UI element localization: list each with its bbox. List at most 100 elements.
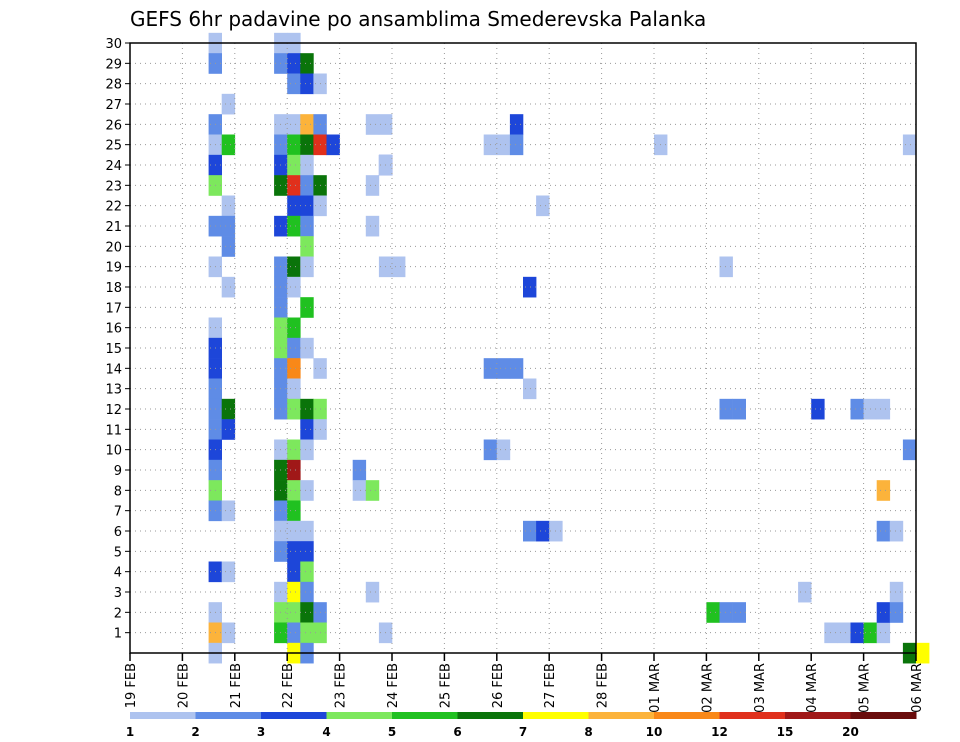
heatmap-cell — [300, 398, 314, 420]
colorbar-swatch — [392, 712, 458, 719]
heatmap-cell — [719, 602, 733, 623]
x-axis: 19 FEB 20 FEB 21 FEB 22 FEB 23 FEB 24 FEB 25 F… — [124, 653, 925, 713]
x-tick-label: 03 MAR — [753, 663, 768, 713]
heatmap-cell — [300, 154, 314, 176]
colorbar-swatch — [261, 712, 327, 719]
heatmap-cell — [496, 134, 511, 156]
heatmap-cell — [287, 73, 301, 95]
colorbar-swatch — [588, 712, 655, 719]
heatmap-cell — [365, 480, 380, 501]
y-tick-label: 12 — [105, 403, 122, 418]
colorbar-label: 15 — [777, 725, 794, 739]
heatmap-cell — [850, 622, 864, 644]
y-tick-label: 16 — [105, 322, 122, 337]
heatmap-cell — [509, 114, 524, 135]
colorbar-label: 1 — [126, 725, 134, 739]
y-tick-label: 18 — [105, 281, 122, 296]
colorbar-label: 7 — [519, 725, 527, 739]
x-tick-label: 01 MAR — [648, 663, 663, 713]
y-tick-label: 2 — [114, 606, 122, 621]
x-tick-label: 22 FEB — [281, 663, 296, 708]
y-tick-label: 6 — [114, 525, 122, 540]
heatmap-cell — [287, 480, 301, 501]
y-tick-label: 28 — [105, 78, 122, 93]
heatmap-cell — [365, 175, 380, 196]
heatmap-cell — [876, 480, 891, 501]
y-tick-label: 10 — [105, 444, 122, 459]
colorbar-label: 3 — [257, 725, 265, 739]
heatmap-cell — [916, 642, 930, 664]
heatmap-cell — [536, 520, 550, 542]
heatmap-cell — [300, 561, 314, 583]
heatmap-cell — [287, 134, 301, 156]
heatmap-cell — [850, 398, 864, 420]
x-tick-label: 05 MAR — [858, 663, 873, 713]
x-tick-label: 02 MAR — [700, 663, 715, 713]
y-tick-label: 24 — [105, 159, 122, 174]
heatmap-cell — [509, 134, 524, 156]
heatmap-cell — [287, 215, 301, 237]
heatmap-cell — [889, 602, 904, 623]
heatmap-cell — [876, 520, 891, 542]
heatmap-cell — [536, 195, 550, 217]
colorbar-swatch — [130, 712, 196, 719]
heatmap-cell — [300, 480, 314, 501]
heatmap-cell — [902, 134, 917, 156]
x-tick-label: 06 MAR — [910, 663, 925, 713]
colorbar-swatch — [654, 712, 720, 719]
x-tick-label: 19 FEB — [124, 663, 139, 708]
heatmap-cell — [287, 500, 301, 522]
heatmap-cell — [523, 520, 537, 542]
y-tick-label: 20 — [105, 240, 122, 255]
colorbar-swatch — [523, 712, 589, 719]
heatmap-cell — [300, 53, 314, 74]
colorbar-swatch — [719, 712, 786, 719]
heatmap-cell — [287, 358, 301, 379]
heatmap-cell — [876, 398, 891, 420]
heatmap-cell — [287, 602, 301, 623]
colorbar-label: 8 — [584, 725, 592, 739]
colorbar-label: 2 — [191, 725, 199, 739]
heatmap-cell — [798, 581, 812, 603]
y-tick-label: 13 — [105, 383, 122, 398]
colorbar-swatch — [850, 712, 917, 719]
heatmap-cell — [300, 195, 314, 217]
heatmap-cell — [221, 276, 236, 298]
heatmap-cell — [287, 154, 301, 176]
y-tick-label: 27 — [105, 98, 122, 113]
heatmap-cell — [300, 134, 314, 156]
heatmap-cell — [287, 520, 301, 542]
x-tick-label: 04 MAR — [805, 663, 820, 713]
y-tick-label: 11 — [105, 423, 122, 438]
y-tick-label: 14 — [105, 362, 122, 377]
heatmap-cell — [287, 459, 301, 481]
heatmap-cell — [300, 541, 314, 562]
colorbar-swatch — [785, 712, 851, 719]
heatmap-cell — [221, 134, 236, 156]
cells-layer — [208, 32, 930, 664]
heatmap-cell — [221, 419, 236, 440]
heatmap-cell — [287, 561, 301, 583]
heatmap-cell — [287, 439, 301, 461]
heatmap-cell — [287, 541, 301, 562]
heatmap-cell — [365, 215, 380, 237]
x-tick-label: 26 FEB — [491, 663, 506, 708]
heatmap-cell — [221, 93, 236, 115]
heatmap-cell — [719, 398, 733, 420]
heatmap-cell — [300, 215, 314, 237]
chart-title: GEFS 6hr padavine po ansamblima Smederev… — [130, 7, 706, 31]
heatmap-cell — [300, 581, 314, 603]
heatmap-cell — [287, 581, 301, 603]
heatmap-cell — [902, 439, 917, 461]
heatmap-cell — [300, 337, 314, 359]
y-tick-label: 25 — [105, 139, 122, 154]
heatmap-cell — [300, 622, 314, 644]
heatmap-cell — [300, 236, 314, 257]
heatmap-cell — [221, 500, 236, 522]
y-axis: 1234567891011121314151617181920212223242… — [105, 37, 130, 642]
heatmap-cell — [811, 398, 825, 420]
colorbar-label: 20 — [842, 725, 859, 739]
y-tick-label: 1 — [114, 627, 122, 642]
heatmap-cell — [287, 337, 301, 359]
